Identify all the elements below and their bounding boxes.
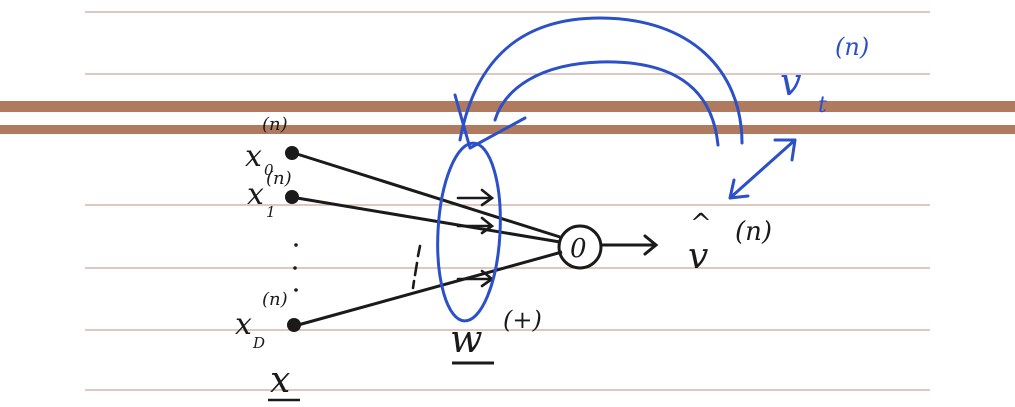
- ellipsis-dot: [294, 288, 298, 292]
- input-symbol-xD: x: [235, 307, 252, 342]
- input-subscript-x1: 1: [266, 203, 276, 221]
- input-symbol-x0: x: [245, 139, 262, 174]
- ruled-paper: [0, 11, 1015, 391]
- thick-band: [0, 101, 1015, 112]
- connection-xD: [297, 250, 563, 327]
- feedback-loop: [453, 16, 797, 200]
- neuron-label: 0: [570, 234, 587, 264]
- connection-x0: [296, 152, 561, 239]
- thick-band: [0, 125, 1015, 134]
- feedback-arc-outer: [458, 16, 744, 145]
- input-labels: x 0 (n) x 1 (n) x D (n) x: [235, 114, 300, 402]
- feedback-arc-inner: [493, 60, 720, 147]
- weight-group-ellipse: [436, 141, 502, 323]
- output-arrow-head: [643, 234, 659, 256]
- weight-arrow-1: [456, 216, 495, 235]
- target-compare-arrow: [728, 138, 797, 200]
- output-symbol: v: [688, 236, 708, 277]
- weight-label-group: w (+): [450, 306, 542, 365]
- input-nodes: [285, 146, 301, 332]
- ellipsis-dot: [293, 266, 297, 270]
- target-superscript: (n): [835, 33, 869, 61]
- input-superscript-xD: (n): [262, 289, 288, 310]
- connections: [296, 152, 563, 327]
- input-subscript-xD: D: [252, 334, 265, 352]
- target-label-group: v t (n): [780, 33, 869, 118]
- feedback-arrowhead: [453, 93, 527, 150]
- neuron-circle: [557, 224, 603, 270]
- weight-ellipsis: [411, 244, 422, 290]
- input-node-x0: [285, 146, 299, 160]
- output-hat: ^: [690, 209, 712, 239]
- neuron: 0: [557, 224, 603, 270]
- input-symbol-x1: x: [247, 177, 264, 212]
- target-subscript: t: [818, 93, 827, 118]
- weight-superscript: (+): [503, 306, 542, 334]
- input-subscript-x0: 0: [264, 161, 274, 179]
- target-symbol: v: [780, 60, 802, 104]
- ellipsis-dot: [294, 243, 298, 247]
- weight-arrow-0: [456, 188, 495, 207]
- input-superscript-x1: (n): [266, 168, 292, 189]
- input-node-x1: [285, 190, 299, 204]
- input-superscript-x0: (n): [262, 114, 288, 135]
- output-superscript: (n): [735, 217, 772, 247]
- input-node-xD: [287, 318, 301, 332]
- output-label-group: v ^ (n): [688, 209, 772, 277]
- weight-label: w: [450, 317, 483, 361]
- output-arrow: [601, 234, 659, 256]
- connection-x1: [296, 196, 561, 244]
- input-vector-label: x: [270, 360, 290, 401]
